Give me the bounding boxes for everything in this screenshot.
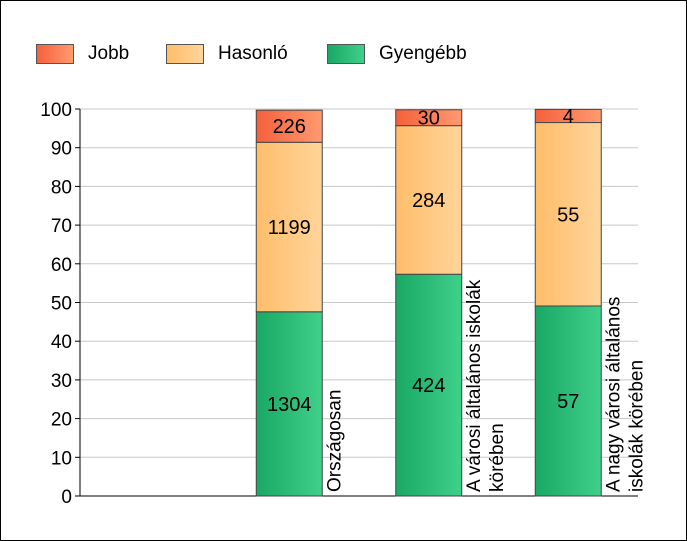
x-category-label: A nagy városi általános iskolák körében	[603, 297, 647, 492]
data-label: 1304	[267, 394, 312, 416]
data-label: 55	[557, 204, 579, 226]
legend-swatch-jobb	[36, 44, 74, 64]
y-tick-label: 80	[51, 177, 72, 198]
bar-segment-gyengébb	[395, 273, 463, 497]
y-tick-label: 40	[51, 332, 72, 353]
legend-label-jobb: Jobb	[88, 43, 130, 64]
y-tick-label: 60	[51, 255, 72, 276]
y-tick-label: 30	[51, 371, 72, 392]
x-category-label-line: Országosan	[324, 390, 345, 492]
y-tick-label: 0	[61, 487, 72, 508]
y-tick-label: 70	[51, 216, 72, 237]
legend-label-gyengebb: Gyengébb	[379, 43, 467, 64]
x-category-label: Országosan	[324, 390, 345, 492]
bar-segment-jobb	[255, 109, 323, 143]
bar-segment-hasonló	[255, 141, 323, 313]
bar-segment-jobb	[534, 108, 602, 124]
x-category-label-line: körében	[487, 423, 508, 492]
data-label: 284	[412, 190, 445, 212]
data-label: 30	[418, 108, 440, 130]
bar-segment-gyengébb	[534, 305, 602, 497]
data-label: 226	[273, 116, 306, 138]
y-tick-label: 50	[51, 294, 72, 315]
x-category-label: A városi általános iskolák körében	[464, 279, 508, 492]
y-tick-label: 20	[51, 410, 72, 431]
data-label: 57	[557, 391, 579, 413]
bar-segment-hasonló	[534, 122, 602, 307]
legend-swatch-gyengebb	[327, 44, 365, 64]
y-tick-label: 100	[40, 100, 72, 121]
x-category-label-line: A városi általános iskolák	[464, 279, 485, 492]
legend-label-hasonlo: Hasonló	[218, 43, 288, 64]
bar-segment-jobb	[395, 109, 463, 127]
y-tick-label: 10	[51, 448, 72, 469]
legend-swatch-hasonlo	[166, 44, 204, 64]
x-category-label-line: A nagy városi általános	[603, 297, 624, 492]
bar-segment-hasonló	[395, 125, 463, 275]
y-tick-label: 90	[51, 139, 72, 160]
data-label: 4	[563, 106, 574, 128]
x-category-label-line: iskolák körében	[626, 360, 647, 492]
bar-segment-gyengébb	[255, 311, 323, 497]
data-label: 424	[412, 375, 445, 397]
data-label: 1199	[268, 217, 311, 239]
